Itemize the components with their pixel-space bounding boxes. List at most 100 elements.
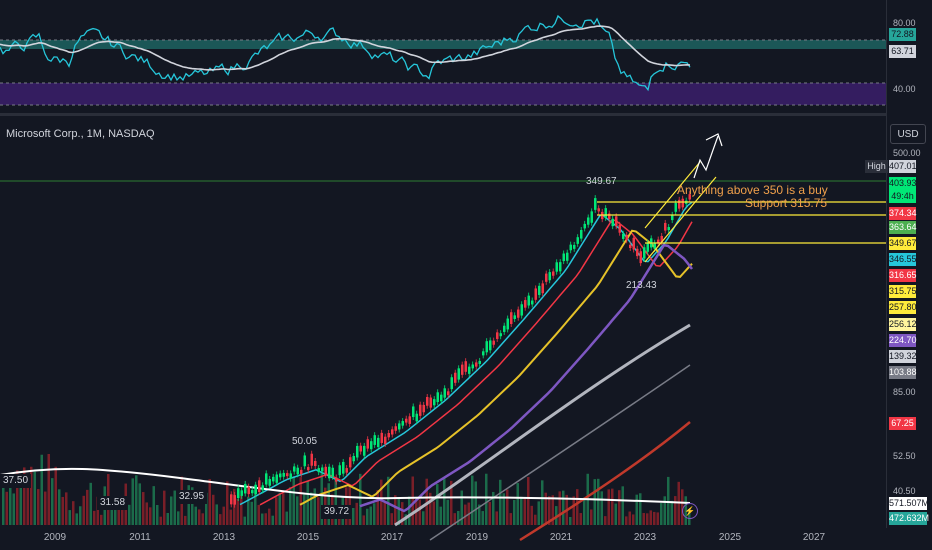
volume-bar: [212, 494, 215, 525]
volume-bar: [30, 466, 33, 525]
volume-bar: [72, 501, 75, 525]
volume-bar: [485, 473, 488, 525]
volume-bar: [128, 504, 131, 525]
candle-body: [478, 360, 481, 364]
volume-bar: [96, 496, 99, 525]
candle-body: [671, 214, 674, 221]
support-note-text[interactable]: Support 315.75: [745, 196, 828, 210]
volume-bar: [355, 502, 358, 525]
ma-line-purple: [359, 243, 694, 513]
candle-body: [559, 262, 562, 272]
volume-bar: [19, 484, 22, 525]
volume-bar: [243, 516, 246, 525]
volume-bar: [674, 496, 677, 525]
volume-bar: [551, 495, 554, 525]
volume-bar: [460, 490, 463, 525]
volume-bar: [58, 489, 61, 525]
volume-bar: [9, 477, 12, 525]
left-edge-annotation: 37.50: [0, 474, 32, 488]
candle-body: [471, 364, 474, 369]
candle-body: [667, 227, 670, 231]
volume-bar: [660, 502, 663, 525]
candle-body: [391, 429, 394, 435]
price-label: 103.88: [889, 366, 917, 379]
volume-bar: [411, 476, 414, 525]
candle-body: [356, 445, 359, 458]
candle-body: [310, 453, 313, 466]
volume-bar: [376, 490, 379, 525]
candle-body: [363, 445, 366, 456]
x-axis-label: 2015: [296, 532, 320, 543]
rsi-ma-line: [0, 25, 691, 71]
x-axis-label: 2009: [43, 532, 67, 543]
projection-arrowhead: [705, 133, 723, 147]
lightning-icon[interactable]: ⚡: [682, 503, 698, 519]
volume-bar: [614, 503, 617, 525]
candle-body: [496, 332, 499, 339]
channel-upper-line[interactable]: [644, 161, 701, 229]
candle-body: [569, 244, 572, 251]
x-axis-label: 2027: [802, 532, 826, 543]
price-label: 349.67: [889, 237, 917, 250]
volume-bar: [523, 497, 526, 525]
candle-body: [317, 468, 320, 473]
volume-bar: [219, 514, 222, 525]
volume-bar: [632, 514, 635, 525]
currency-button[interactable]: USD: [890, 124, 926, 144]
candle-body: [237, 488, 240, 499]
volume-bar: [191, 487, 194, 525]
volume-bar: [453, 513, 456, 525]
symbol-title[interactable]: Microsoft Corp., 1M, NASDAQ: [6, 128, 155, 140]
volume-bar: [635, 494, 638, 525]
projection-path[interactable]: [693, 135, 719, 179]
channel-lower-line[interactable]: [644, 176, 717, 263]
candle-body: [618, 224, 621, 233]
volume-bar: [310, 492, 313, 525]
volume-bar: [653, 511, 656, 525]
candle-body: [566, 252, 569, 261]
volume-bar: [44, 491, 47, 525]
candle-body: [373, 435, 376, 445]
candle-body: [275, 474, 278, 483]
candle-body: [555, 262, 558, 272]
volume-bar: [159, 516, 162, 525]
pane-separator[interactable]: [0, 113, 886, 116]
volume-bar: [646, 513, 649, 525]
candle-body: [436, 392, 439, 403]
candle-body: [646, 242, 649, 252]
buy-note-text[interactable]: Anything above 350 is a buy: [677, 183, 828, 197]
volume-bar: [75, 513, 78, 525]
volume-bar: [177, 511, 180, 525]
rsi-band-teal: [0, 40, 886, 49]
candle-body: [583, 223, 586, 229]
candle-body: [345, 468, 348, 473]
candle-body: [426, 396, 429, 406]
candle-body: [412, 406, 415, 418]
candle-body: [608, 213, 611, 220]
price-tick-40: 40.50: [893, 486, 916, 496]
volume-bar: [142, 492, 145, 525]
candle-body: [265, 473, 268, 485]
volume-bar: [667, 476, 670, 525]
candle-body: [643, 247, 646, 259]
candle-body: [314, 460, 317, 467]
volume-bar: [618, 490, 621, 525]
volume-bar: [303, 494, 306, 525]
candle-body: [594, 198, 597, 210]
candle-body: [254, 484, 257, 495]
val-2012-annotation: 32.95: [176, 490, 208, 504]
volume-bar: [387, 476, 390, 525]
candle-body: [366, 439, 369, 449]
volume-bar: [439, 506, 442, 525]
candle-body: [457, 368, 460, 380]
volume-bar: [233, 488, 236, 525]
high-2015-annotation: 50.05: [292, 436, 318, 447]
volume-bar: [89, 482, 92, 525]
volume-bar: [642, 512, 645, 525]
candle-body: [296, 467, 299, 475]
price-tick-500: 500.00: [893, 148, 921, 158]
candle-body: [604, 208, 607, 218]
volume-bar: [114, 497, 117, 525]
candle-body: [247, 486, 250, 495]
